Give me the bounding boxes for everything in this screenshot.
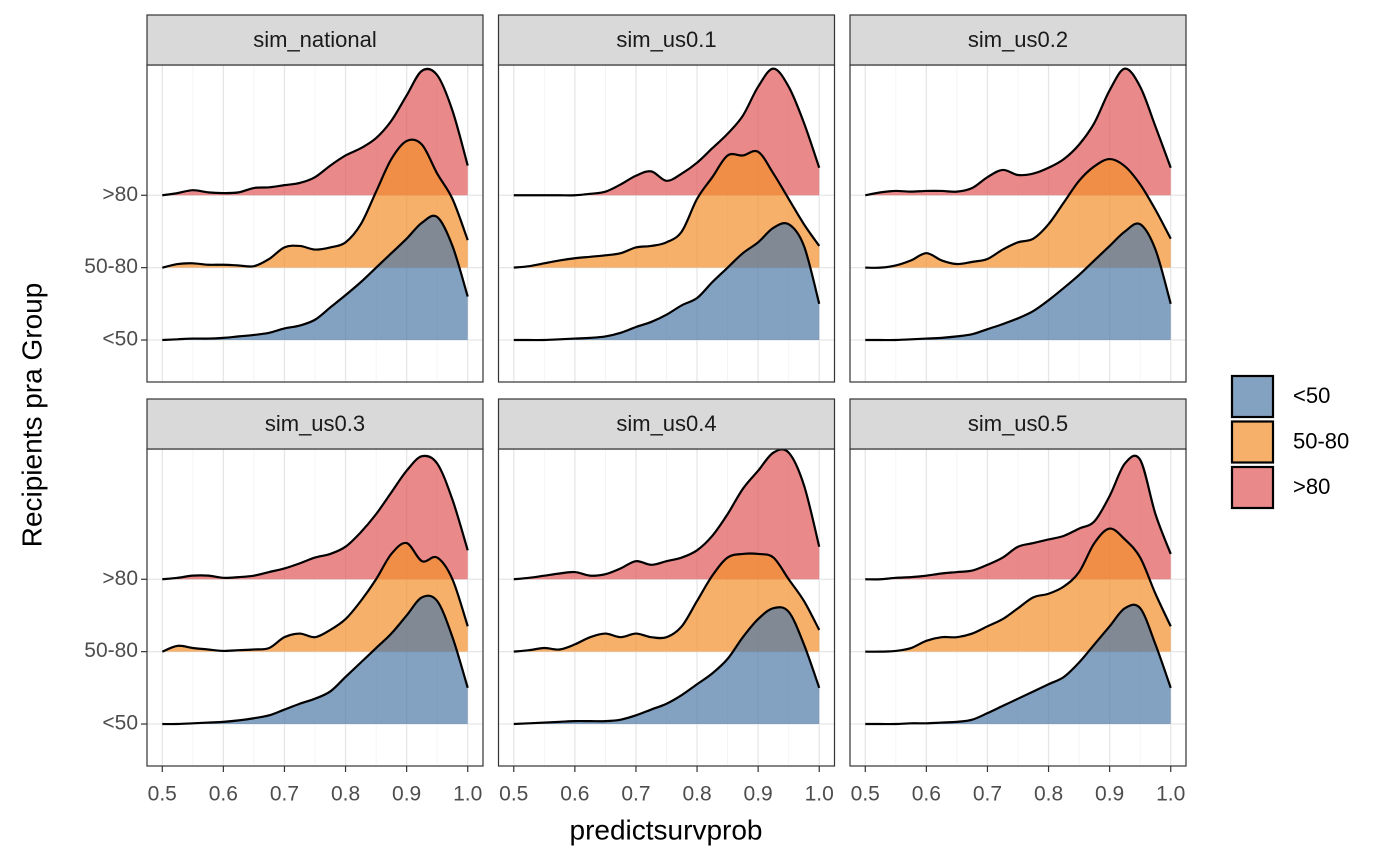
y-tick-label: <50 xyxy=(102,328,138,351)
ridge-area xyxy=(162,542,468,652)
strip-label: sim_us0.3 xyxy=(265,411,365,436)
ridge-line xyxy=(162,594,469,726)
x-tick-label: 0.9 xyxy=(1095,783,1124,806)
x-tick-label: 1.0 xyxy=(805,783,834,806)
strip xyxy=(497,14,836,66)
ridge-line xyxy=(162,214,469,342)
x-tick-label: 0.5 xyxy=(148,783,177,806)
ridge-line xyxy=(865,527,1172,653)
ridge-area xyxy=(865,223,1171,341)
ridge-line xyxy=(865,454,1172,581)
ridge-area xyxy=(162,139,468,268)
ridge-area xyxy=(162,595,468,725)
ridge-line xyxy=(865,603,1172,726)
ridge-area xyxy=(865,159,1171,268)
ridge-line xyxy=(513,552,821,653)
ridge-area xyxy=(513,151,820,268)
x-tick-label: 0.8 xyxy=(331,783,360,806)
ridge-line xyxy=(162,67,469,197)
y-tick-label: 50-80 xyxy=(84,255,138,278)
strip-label: sim_national xyxy=(253,27,377,52)
x-tick-label: 0.7 xyxy=(621,783,650,806)
x-tick-label: 0.9 xyxy=(744,783,773,806)
x-tick-label: 1.0 xyxy=(453,783,482,806)
strip-label: sim_us0.2 xyxy=(968,27,1068,52)
strip xyxy=(146,398,484,450)
strip xyxy=(497,398,836,450)
strip xyxy=(146,14,484,66)
x-tick-label: 0.8 xyxy=(682,783,711,806)
strip-label: sim_us0.4 xyxy=(616,411,716,436)
ridge-line xyxy=(513,448,821,581)
legend-label: >80 xyxy=(1293,474,1330,499)
ridge-line xyxy=(513,221,821,342)
ridge-line xyxy=(865,67,1172,197)
ridge-area xyxy=(513,223,820,341)
legend-label: <50 xyxy=(1293,383,1330,408)
ridge-area xyxy=(865,68,1171,196)
x-axis-title: predictsurvprob xyxy=(570,814,763,845)
x-tick-label: 0.6 xyxy=(560,783,589,806)
x-tick-label: 0.7 xyxy=(973,783,1002,806)
ridge-area xyxy=(162,215,468,341)
strip-label: sim_us0.1 xyxy=(616,27,716,52)
x-tick-label: 1.0 xyxy=(1156,783,1185,806)
legend-key xyxy=(1230,374,1275,419)
ridge-area xyxy=(865,528,1171,652)
y-tick-label: 50-80 xyxy=(84,639,138,662)
ridge-line xyxy=(513,149,821,269)
legend-label: 50-80 xyxy=(1293,428,1349,453)
y-tick-label: <50 xyxy=(102,712,138,735)
ridge-area xyxy=(865,604,1171,725)
x-tick-label: 0.6 xyxy=(912,783,941,806)
ridge-area xyxy=(513,553,820,652)
strip-label: sim_us0.5 xyxy=(968,411,1068,436)
x-tick-label: 0.9 xyxy=(392,783,421,806)
ridge-area xyxy=(513,607,820,725)
x-tick-label: 0.6 xyxy=(209,783,238,806)
strip xyxy=(849,398,1187,450)
ridge-line xyxy=(865,157,1172,269)
x-tick-label: 0.8 xyxy=(1034,783,1063,806)
ridge-line xyxy=(513,67,821,197)
ridge-line xyxy=(162,138,469,269)
y-tick-label: >80 xyxy=(102,183,138,206)
strip xyxy=(849,14,1187,66)
legend-key xyxy=(1230,465,1275,510)
x-tick-label: 0.7 xyxy=(270,783,299,806)
ridge-line xyxy=(161,541,469,653)
y-tick-label: >80 xyxy=(102,567,138,590)
x-tick-label: 0.5 xyxy=(851,783,880,806)
x-tick-label: 0.5 xyxy=(499,783,528,806)
ridge-line xyxy=(865,222,1172,342)
ridge-area xyxy=(513,449,820,580)
y-axis-title: Recipients pra Group xyxy=(16,283,47,548)
ridge-line xyxy=(513,606,821,726)
ridge-line xyxy=(162,454,469,581)
ridge-area xyxy=(162,455,468,580)
legend-key xyxy=(1230,420,1275,464)
